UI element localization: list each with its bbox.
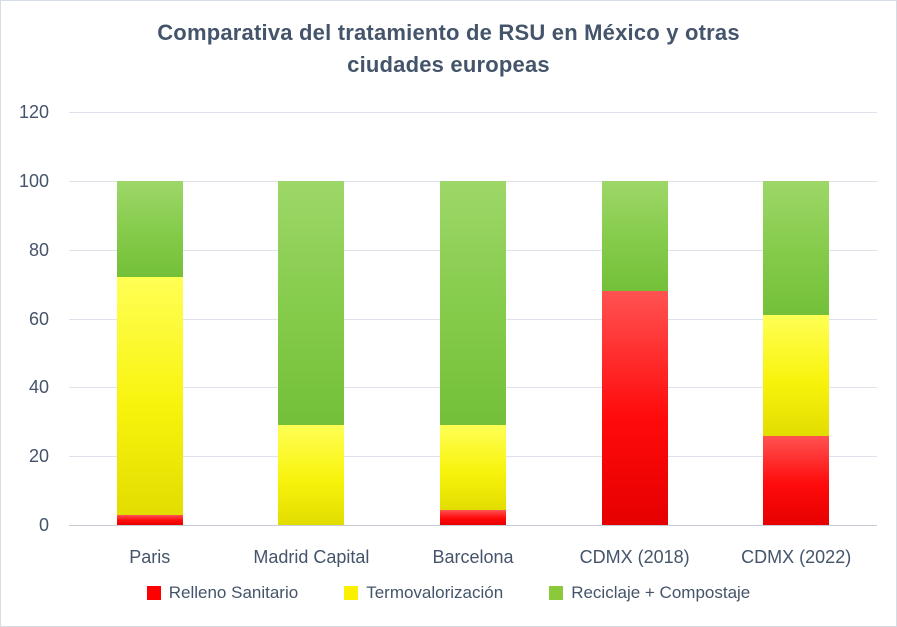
chart-title-line1: Comparativa del tratamiento de RSU en Mé… xyxy=(157,20,740,45)
legend-item: Relleno Sanitario xyxy=(146,583,299,603)
bar-segment xyxy=(440,425,506,510)
y-axis-tick-label: 80 xyxy=(28,239,49,260)
bar-segment xyxy=(763,315,830,436)
legend-label: Relleno Sanitario xyxy=(168,583,299,602)
bar-segment xyxy=(278,425,345,525)
x-axis-category-label: Madrid Capital xyxy=(253,547,370,567)
y-axis-tick-label: 20 xyxy=(28,446,49,467)
chart-title-line2: ciudades europeas xyxy=(347,52,550,77)
y-axis-tick-label: 40 xyxy=(28,377,49,398)
legend-swatch-icon xyxy=(344,586,359,600)
chart-legend: Relleno Sanitario Termovalorización Recicl… xyxy=(1,583,896,603)
x-axis-category-label: CDMX (2018) xyxy=(579,547,690,567)
bar-segment xyxy=(601,290,668,525)
legend-item: Reciclaje + Compostaje xyxy=(549,583,750,603)
bar-segment xyxy=(116,180,183,278)
bar-segment xyxy=(440,180,506,426)
bar-segment xyxy=(601,180,668,291)
x-axis-category-label: CDMX (2022) xyxy=(741,547,852,567)
legend-item: Termovalorización xyxy=(344,583,503,603)
bar-segment xyxy=(116,277,183,515)
y-axis-tick-label: 0 xyxy=(38,515,49,535)
bar-segment xyxy=(440,509,506,525)
chart-title: Comparativa del tratamiento de RSU en Mé… xyxy=(1,17,896,81)
y-axis-tick-label: 120 xyxy=(18,102,49,122)
legend-swatch-icon xyxy=(146,586,161,600)
y-axis-tick-label: 100 xyxy=(18,170,49,191)
gridline xyxy=(69,112,877,113)
bar-segment xyxy=(763,180,830,316)
x-axis-category-label: Barcelona xyxy=(432,547,514,567)
x-axis-category-label: Paris xyxy=(129,547,171,567)
bar-segment xyxy=(763,435,830,525)
legend-label: Reciclaje + Compostaje xyxy=(571,583,751,602)
bar-segment xyxy=(116,514,183,525)
legend-swatch-icon xyxy=(549,586,564,600)
legend-label: Termovalorización xyxy=(366,583,504,602)
bar-segment xyxy=(278,180,345,426)
x-axis-line xyxy=(69,525,877,526)
y-axis-tick-label: 60 xyxy=(28,308,49,329)
